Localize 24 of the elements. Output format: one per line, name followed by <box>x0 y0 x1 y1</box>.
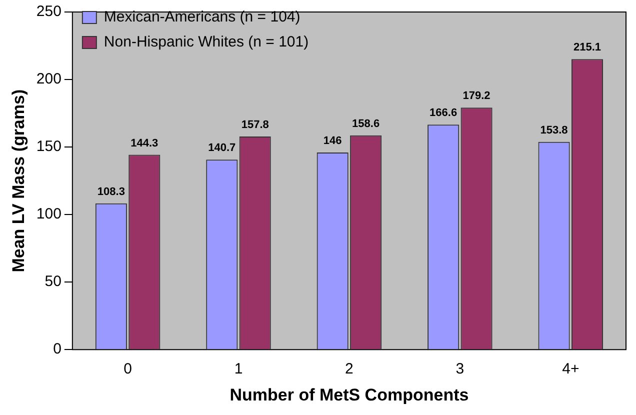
y-axis-title: Mean LV Mass (grams) <box>8 89 28 272</box>
data-label: 108.3 <box>97 186 125 198</box>
x-tick-label: 4+ <box>562 360 580 378</box>
x-axis-title: Number of MetS Components <box>230 385 469 404</box>
data-label: 144.3 <box>130 137 158 150</box>
x-tick-label: 3 <box>456 360 464 378</box>
x-tick-label: 0 <box>124 360 132 378</box>
data-label: 140.7 <box>208 142 236 154</box>
y-tick-label: 100 <box>36 206 62 223</box>
y-tick-label: 0 <box>53 340 62 358</box>
data-label: 179.2 <box>462 90 490 102</box>
y-tick-label: 200 <box>36 70 62 88</box>
data-label: 166.6 <box>430 107 458 120</box>
data-label: 153.8 <box>540 124 568 136</box>
x-tick-label: 2 <box>345 360 354 378</box>
y-tick-label: 150 <box>36 138 62 156</box>
data-label: 158.6 <box>352 118 380 130</box>
y-tick-label: 50 <box>44 273 62 290</box>
data-label: 157.8 <box>241 119 269 132</box>
x-tick-label: 1 <box>234 360 243 378</box>
legend-label: Non-Hispanic Whites (n = 101) <box>104 34 309 51</box>
y-tick-label: 250 <box>36 3 62 20</box>
data-label: 146 <box>323 134 342 147</box>
data-label: 215.1 <box>573 42 602 54</box>
